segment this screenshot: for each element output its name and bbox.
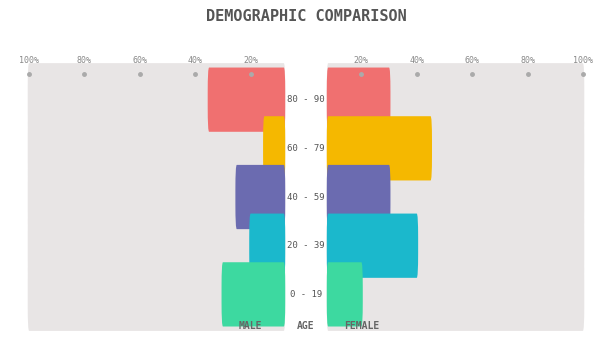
Text: 60%: 60%: [132, 56, 147, 65]
Text: 20%: 20%: [243, 56, 258, 65]
FancyBboxPatch shape: [28, 161, 285, 233]
FancyBboxPatch shape: [28, 258, 285, 331]
Text: 60 - 79: 60 - 79: [287, 144, 325, 153]
Text: 40%: 40%: [409, 56, 424, 65]
FancyBboxPatch shape: [327, 214, 418, 278]
FancyBboxPatch shape: [327, 258, 584, 331]
Text: 0 - 19: 0 - 19: [290, 290, 322, 299]
FancyBboxPatch shape: [327, 68, 390, 132]
Text: 100%: 100%: [573, 56, 593, 65]
FancyBboxPatch shape: [327, 112, 584, 185]
FancyBboxPatch shape: [327, 209, 584, 282]
FancyBboxPatch shape: [263, 116, 285, 181]
Text: MALE: MALE: [239, 321, 263, 331]
FancyBboxPatch shape: [327, 116, 432, 181]
Text: 100%: 100%: [19, 56, 39, 65]
Text: 20%: 20%: [354, 56, 369, 65]
Text: 80 - 90: 80 - 90: [287, 95, 325, 104]
Text: 40%: 40%: [188, 56, 203, 65]
FancyBboxPatch shape: [28, 63, 285, 136]
FancyBboxPatch shape: [28, 112, 285, 185]
FancyBboxPatch shape: [327, 262, 363, 327]
FancyBboxPatch shape: [28, 209, 285, 282]
Text: 80%: 80%: [77, 56, 92, 65]
Text: FEMALE: FEMALE: [344, 321, 379, 331]
FancyBboxPatch shape: [327, 63, 584, 136]
Text: DEMOGRAPHIC COMPARISON: DEMOGRAPHIC COMPARISON: [206, 9, 406, 24]
Text: 20 - 39: 20 - 39: [287, 241, 325, 250]
FancyBboxPatch shape: [249, 214, 285, 278]
FancyBboxPatch shape: [207, 68, 285, 132]
Text: 80%: 80%: [520, 56, 535, 65]
Text: 40 - 59: 40 - 59: [287, 193, 325, 202]
FancyBboxPatch shape: [222, 262, 285, 327]
Text: 60%: 60%: [465, 56, 480, 65]
FancyBboxPatch shape: [236, 165, 285, 229]
FancyBboxPatch shape: [327, 165, 390, 229]
Text: AGE: AGE: [297, 321, 315, 331]
FancyBboxPatch shape: [327, 161, 584, 233]
